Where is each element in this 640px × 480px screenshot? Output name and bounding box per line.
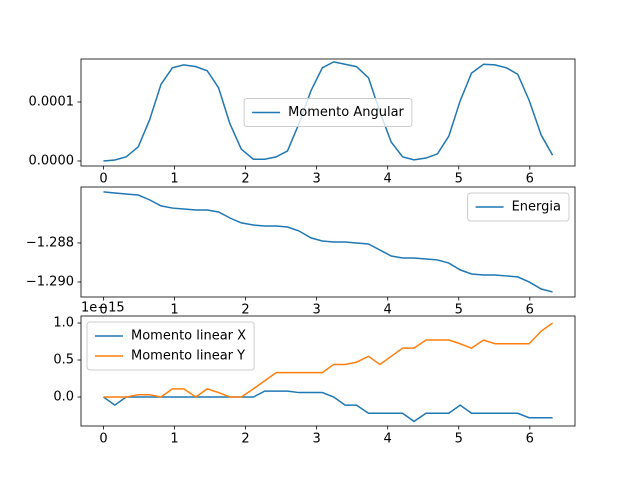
x-tick-label: 4 (384, 432, 392, 447)
data-line (103, 61, 554, 162)
x-tick-label: 6 (526, 172, 534, 187)
x-tick-label: 1 (170, 303, 178, 318)
legend-box (467, 192, 570, 222)
subplot: 0 1 2 3 4 5 6 −1.288 −1.290 Energia (26, 186, 576, 318)
y-tick-label: −1.288 (26, 235, 74, 250)
axes-frame (80, 58, 576, 167)
x-tick-label: 6 (526, 432, 534, 447)
legend-label: Momento linear Y (131, 349, 245, 364)
x-tick-label: 2 (241, 172, 249, 187)
offset-text: 1e−15 (81, 301, 125, 316)
legend-box (243, 98, 413, 127)
x-tick-label: 1 (170, 172, 178, 187)
x-tick-label: 0 (99, 432, 107, 447)
x-tick-label: 5 (455, 303, 463, 318)
subplot: 0 1 2 3 4 5 6 0.0000 0.0001 Momento Angular (29, 58, 576, 187)
x-tick-label: 5 (455, 432, 463, 447)
x-tick-label: 1 (170, 432, 178, 447)
axes-frame (80, 186, 576, 298)
x-tick-label: 0 (99, 303, 107, 318)
legend-label: Energia (512, 200, 561, 215)
x-tick-label: 2 (241, 303, 249, 318)
legend: Momento linear X Momento linear Y (86, 321, 255, 371)
x-tick-label: 3 (312, 303, 320, 318)
x-tick-label: 3 (312, 432, 320, 447)
legend-box (86, 321, 255, 371)
y-tick-label: −1.290 (26, 274, 74, 289)
axes-frame (80, 315, 576, 427)
x-tick-label: 0 (99, 172, 107, 187)
y-tick-label: 0.5 (53, 353, 74, 368)
x-tick-label: 4 (384, 303, 392, 318)
x-tick-label: 4 (384, 172, 392, 187)
legend-label: Momento Angular (288, 105, 404, 120)
data-line (103, 390, 553, 423)
y-tick-label: 0.0000 (29, 153, 75, 168)
legend: Momento Angular (243, 98, 413, 127)
y-tick-label: 0.0 (53, 390, 74, 405)
x-tick-label: 5 (455, 172, 463, 187)
x-tick-label: 2 (241, 432, 249, 447)
data-line (103, 191, 553, 293)
legend-label: Momento linear X (131, 329, 246, 344)
legend: Energia (467, 192, 570, 222)
y-tick-label: 1.0 (53, 316, 74, 331)
x-tick-label: 3 (312, 172, 320, 187)
y-tick-label: 0.0001 (29, 95, 75, 110)
data-line (103, 322, 553, 398)
x-tick-label: 6 (526, 303, 534, 318)
